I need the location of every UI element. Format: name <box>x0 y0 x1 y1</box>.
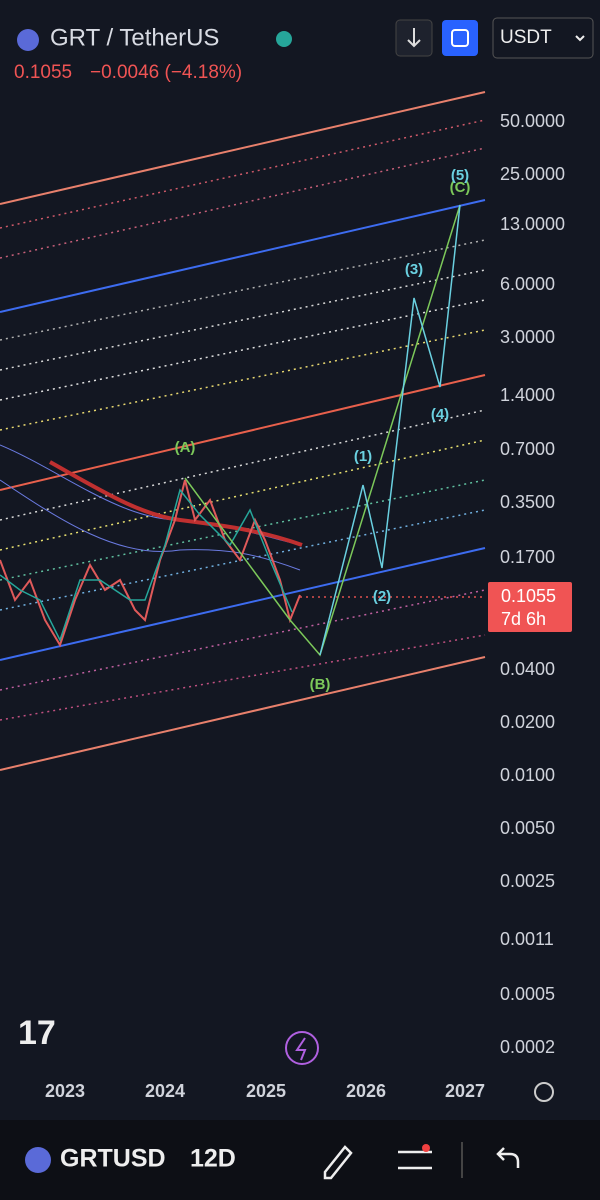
time-tick-label: 2024 <box>145 1081 185 1101</box>
chevron <box>575 35 585 42</box>
time-tick-label: 2027 <box>445 1081 485 1101</box>
price-tick-label: 3.0000 <box>500 327 555 347</box>
symbol[interactable]: GRT / TetherUS <box>50 24 219 51</box>
wave-label: (B) <box>310 676 331 693</box>
price-axis: 50.0000 25.0000 13.0000 6.0000 3.0000 1.4000 0… <box>488 111 572 1057</box>
fullscreen-icon <box>451 29 469 47</box>
price-tick-label: 0.7000 <box>500 439 555 459</box>
price-tick-label: 6.0000 <box>500 274 555 294</box>
undo-button[interactable] <box>496 1147 520 1168</box>
price-tick-label: 13.0000 <box>500 214 565 234</box>
time-tick-label: 2026 <box>346 1081 386 1101</box>
time-axis: 2023 2024 2025 2026 2027 <box>45 1081 485 1101</box>
countdown: 7d 6h <box>501 609 546 629</box>
alert-icon <box>295 1037 307 1061</box>
price-path <box>0 488 293 642</box>
price-tick-label: 1.4000 <box>500 385 555 405</box>
bottom-bar <box>0 1120 600 1200</box>
last-price: 0.1055 <box>14 62 72 83</box>
price-tick-label: 25.0000 <box>500 164 565 184</box>
channel-line <box>0 374 486 491</box>
ribbon <box>0 479 301 571</box>
wave-label: (A) <box>175 439 196 456</box>
wave-labels: (A) (B) (C) (1) (2) (3) (4) (5) <box>175 167 471 693</box>
price-tick-label: 0.0011 <box>500 929 554 949</box>
last-price-label: 0.1055 <box>501 586 556 606</box>
price-tick-label: 0.0005 <box>500 984 555 1004</box>
symbol-icon <box>17 29 39 51</box>
price-tick-label: 0.0050 <box>500 818 555 838</box>
fullscreen-button[interactable] <box>442 20 478 56</box>
wave-label: (C) <box>450 179 471 196</box>
price-change: −0.0046 (−4.18%) <box>90 62 242 83</box>
channel-line <box>0 656 486 771</box>
price-tick-label: 0.0100 <box>500 765 555 785</box>
price-tick-label: 0.0002 <box>500 1037 555 1057</box>
wave-path <box>184 204 461 657</box>
alert-button[interactable] <box>285 1031 319 1065</box>
settings-button[interactable] <box>534 1082 554 1102</box>
price-tick-label: 50.0000 <box>500 111 565 131</box>
wave-label: (5) <box>451 167 469 184</box>
draw-button[interactable] <box>323 1145 353 1180</box>
currency: USDT <box>500 27 552 48</box>
time-tick-label: 2023 <box>45 1081 85 1101</box>
wave-path <box>319 204 461 656</box>
market-status <box>276 31 292 47</box>
channel-line <box>0 199 486 313</box>
wave-label: (4) <box>431 406 449 423</box>
notification-dot <box>422 1144 430 1152</box>
price-tick-label: 0.3500 <box>500 492 555 512</box>
price-tick-label: 0.1700 <box>500 547 555 567</box>
wave-label: (1) <box>354 448 372 465</box>
currency-select[interactable] <box>492 17 594 59</box>
last-price-badge <box>488 582 572 632</box>
bottom-symbol[interactable]: GRTUSD <box>60 1145 166 1173</box>
time-tick-label: 2025 <box>246 1081 286 1101</box>
wave-label: (3) <box>405 261 423 278</box>
interval[interactable]: 12D <box>190 1145 236 1173</box>
channel-line <box>0 547 486 661</box>
price-tick-label: 0.0025 <box>500 871 555 891</box>
indicators-button[interactable] <box>398 1150 432 1170</box>
price-tick-label: 0.0400 <box>500 659 555 679</box>
download-icon <box>407 28 421 48</box>
channel-line <box>0 91 486 205</box>
tv-logo: 17 <box>18 1014 56 1052</box>
chart-drawings <box>0 91 486 771</box>
bottom-symbol-icon <box>25 1147 51 1173</box>
price-tick-label: 0.0200 <box>500 712 555 732</box>
wave-label: (2) <box>373 588 391 605</box>
